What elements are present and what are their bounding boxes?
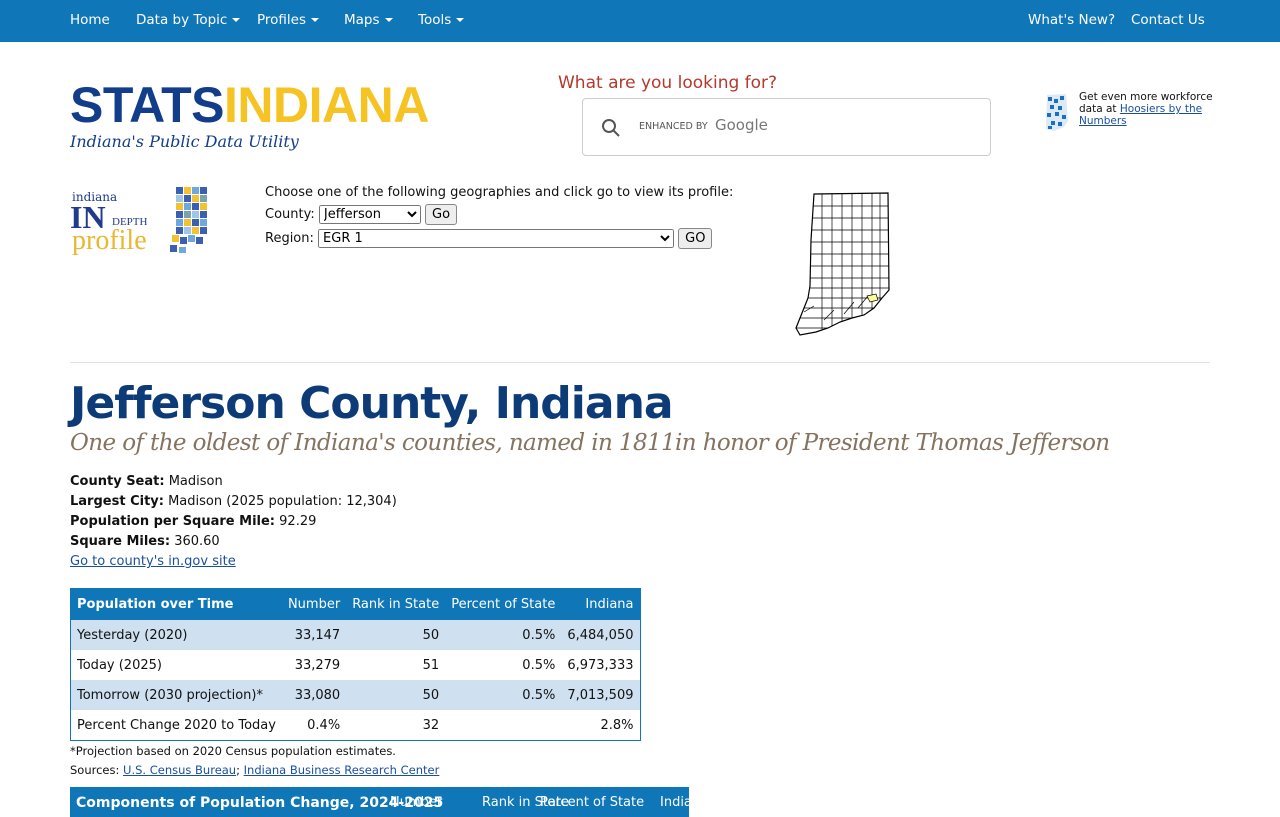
fact-value: 92.29 (279, 514, 317, 529)
nav-link[interactable]: Home (70, 12, 110, 28)
google: Google (715, 116, 768, 134)
sources-label: Sources: (70, 763, 120, 777)
table-row: Yesterday (2020) 33,147 50 0.5% 6,484,050 (71, 620, 640, 650)
column-header: Percent of State (540, 795, 645, 810)
nav-link[interactable]: Contact Us (1131, 12, 1205, 28)
fact-label: Largest City: (70, 494, 164, 509)
county-link[interactable]: Go to county's in.gov site (70, 554, 236, 569)
table-cell: 33,147 (294, 627, 341, 643)
geography-selector: Choose one of the following geographies … (265, 185, 733, 249)
table-cell: 32 (422, 717, 440, 733)
table-cell: Yesterday (2020) (77, 627, 188, 643)
county-title: Jefferson County, Indiana (70, 378, 674, 429)
page: Home Data by Topic Profiles Maps Tools W… (0, 0, 1280, 800)
logo-depth: DEPTH (112, 216, 148, 228)
fact: County Seat: Madison (70, 472, 397, 492)
logo-small: indiana (72, 190, 118, 204)
header-row: Population over Time Number Rank in State P… (71, 589, 640, 620)
nav-link[interactable]: What's New? (1028, 12, 1116, 28)
search-label: What are you looking for? (558, 73, 778, 93)
fact: Population per Square Mile: 92.29 (70, 512, 397, 532)
column-header: Indiana (660, 795, 689, 810)
search-icon (602, 119, 620, 137)
table-cell: 7,013,509 (567, 687, 634, 703)
column-header: Components of Population Change, 2024-20… (76, 795, 444, 811)
column-header: Number (390, 795, 443, 810)
table-cell: 33,080 (294, 687, 341, 703)
region-go[interactable]: GO (678, 228, 713, 249)
enhanced-by: ENHANCED BY (639, 121, 708, 132)
table-cell: 0.4% (307, 717, 341, 733)
promo-icon (1046, 94, 1068, 131)
fact-label: Population per Square Mile: (70, 514, 276, 529)
footnote: *Projection based on 2020 Census populat… (70, 744, 396, 758)
column-header: Percent of State (451, 597, 556, 612)
table-cell: 6,484,050 (567, 627, 634, 643)
divider (70, 362, 1210, 363)
table-cell: 6,973,333 (567, 657, 634, 673)
components-table-header: Components of Population Change, 2024-20… (70, 787, 689, 817)
table-cell: 2.8% (600, 717, 634, 733)
fact-label: Square Miles: (70, 534, 171, 549)
county-subtitle: One of the oldest of Indiana's counties,… (70, 430, 1110, 456)
table-cell: 33,279 (294, 657, 341, 673)
fact-label: County Seat: (70, 474, 165, 489)
county-label: County: (265, 207, 315, 222)
county-select[interactable]: Jefferson (318, 205, 421, 224)
table-cell: Tomorrow (2030 projection)* (77, 687, 263, 703)
search-box[interactable]: ENHANCED BY Google (582, 98, 991, 156)
indiana-map (795, 192, 890, 336)
table-cell: 50 (422, 627, 440, 643)
fact-value: Madison (2025 population: 12,304) (168, 494, 397, 509)
source-link[interactable]: U.S. Census Bureau (123, 763, 237, 777)
fact: Largest City: Madison (2025 population: … (70, 492, 397, 512)
promo-text: Get even more workforce data at (1079, 91, 1213, 115)
empty-cell (445, 710, 561, 740)
table-row: Today (2025) 33,279 51 0.5% 6,973,333 (71, 650, 640, 680)
logo-word: profile (72, 225, 147, 256)
table-row: Tomorrow (2030 projection)* 33,080 50 0.5% 7… (71, 680, 640, 710)
column-header: Population over Time (77, 597, 234, 612)
tagline: Indiana's Public Data Utility (70, 132, 299, 151)
fact-value: Madison (168, 474, 223, 489)
column-header: Number (287, 597, 341, 612)
region-label: Region: (265, 231, 314, 246)
nav-dropdown[interactable]: Profiles (257, 12, 319, 28)
profile-logo: indiana IN DEPTH profile (70, 185, 215, 263)
source-link[interactable]: Indiana Business Research Center (243, 763, 440, 777)
table-cell: 51 (422, 657, 440, 673)
population-table: Population over Time Number Rank in State P… (70, 588, 641, 741)
fact-value: 360.60 (174, 534, 220, 549)
nav-dropdown[interactable]: Tools (418, 12, 464, 28)
column-header: Indiana (585, 597, 634, 612)
logo-mosaic (170, 187, 207, 253)
table-cell: 0.5% (522, 657, 556, 673)
promo-link[interactable]: Hoosiers by the Numbers (1079, 103, 1203, 127)
table-cell: Today (2025) (77, 657, 162, 673)
table-cell: 0.5% (522, 687, 556, 703)
nav-dropdown[interactable]: Maps (344, 12, 393, 28)
table-row: Percent Change 2020 to Today 0.4% 32 2.8% (71, 710, 640, 740)
table-notes: *Projection based on 2020 Census populat… (70, 742, 439, 780)
logo-indiana: INDIANA (223, 77, 429, 133)
sources: Sources: U.S. Census Bureau; Indiana Bus… (70, 763, 440, 777)
nav-dropdown[interactable]: Data by Topic (136, 12, 240, 28)
selector-prompt: Choose one of the following geographies … (265, 185, 734, 200)
fact: Go to county's in.gov site (70, 552, 397, 572)
logo-big: IN (70, 199, 106, 235)
county-go[interactable]: Go (425, 204, 458, 225)
table-cell: 50 (422, 687, 440, 703)
promo: Get even more workforce data at Hoosiers… (1079, 91, 1214, 127)
site-logo[interactable]: STATSINDIANA (70, 76, 429, 134)
county-facts: County Seat: Madison Largest City: Madiso… (70, 472, 397, 572)
top-nav: Home Data by Topic Profiles Maps Tools W… (0, 0, 1280, 42)
region-select[interactable]: EGR 1 (318, 229, 675, 248)
logo-stats: STATS (70, 77, 224, 133)
table-cell: 0.5% (522, 627, 556, 643)
table-cell: Percent Change 2020 to Today (77, 717, 276, 733)
column-header: Rank in State (352, 597, 440, 612)
fact: Square Miles: 360.60 (70, 532, 397, 552)
